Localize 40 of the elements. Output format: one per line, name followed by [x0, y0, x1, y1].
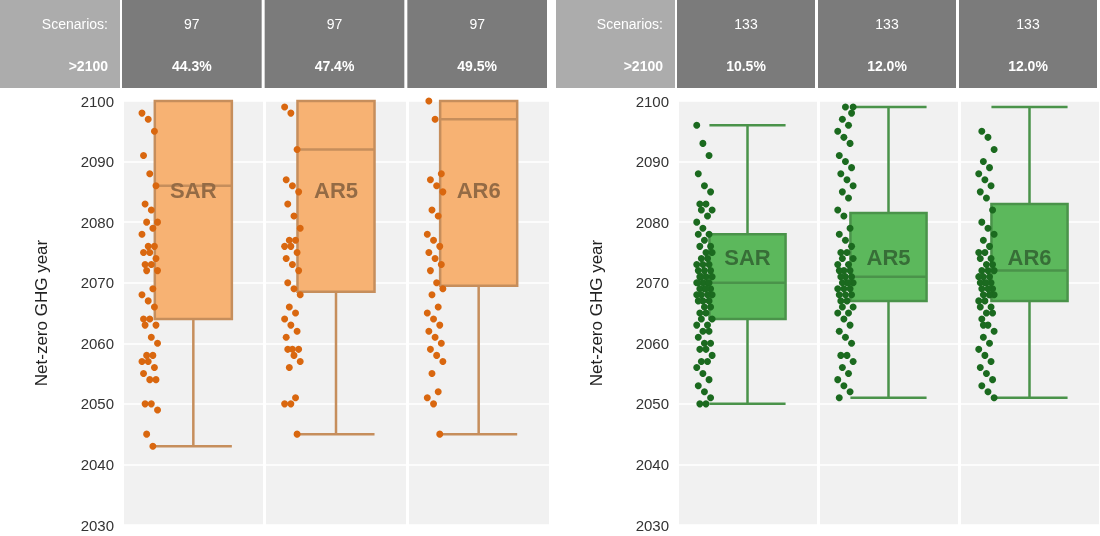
x-tick-label: AR5 [866, 244, 911, 270]
y-tick-label: 2060 [635, 334, 669, 352]
text: 133 [1016, 16, 1040, 32]
text: 97 [326, 16, 343, 32]
text: >2100 [68, 58, 109, 74]
x-tick-label: AR6 [1007, 244, 1052, 270]
text: 12.0% [867, 58, 908, 74]
text: Scenarios: [596, 16, 663, 32]
text: 12.0% [1008, 58, 1049, 74]
y-tick-label: 2030 [635, 516, 669, 534]
x-tick-label: SAR [724, 244, 771, 270]
y-axis-title: Net-zero GHG year [587, 239, 606, 387]
y-tick-label: 2040 [635, 455, 669, 473]
y-tick-label: 2090 [80, 153, 114, 171]
text: 49.5% [457, 58, 498, 74]
y-tick-label: 2050 [635, 395, 669, 413]
text: Scenarios: [41, 16, 108, 32]
y-tick-label: 2050 [80, 395, 114, 413]
y-tick-label: 2080 [80, 213, 114, 231]
text: 97 [184, 16, 200, 32]
text: 133 [875, 16, 899, 32]
y-axis-title: Net-zero GHG year [32, 239, 51, 387]
text: 10.5% [726, 58, 767, 74]
text: >2100 [623, 58, 664, 74]
x-tick-label: AR5 [313, 178, 359, 204]
text: 47.4% [314, 58, 355, 74]
y-tick-label: 2100 [635, 92, 669, 110]
y-tick-label: 2030 [80, 516, 114, 534]
text: 97 [469, 16, 486, 32]
y-tick-label: 2070 [635, 274, 669, 292]
x-tick-label: AR6 [456, 178, 501, 204]
text: 133 [734, 16, 758, 32]
y-tick-label: 2040 [80, 455, 114, 473]
y-tick-label: 2090 [635, 153, 669, 171]
y-tick-label: 2100 [80, 92, 114, 110]
y-tick-label: 2060 [80, 334, 114, 352]
x-tick-label: SAR [170, 178, 217, 204]
text: 44.3% [171, 58, 213, 74]
y-tick-label: 2070 [80, 274, 114, 292]
y-tick-label: 2080 [635, 213, 669, 231]
